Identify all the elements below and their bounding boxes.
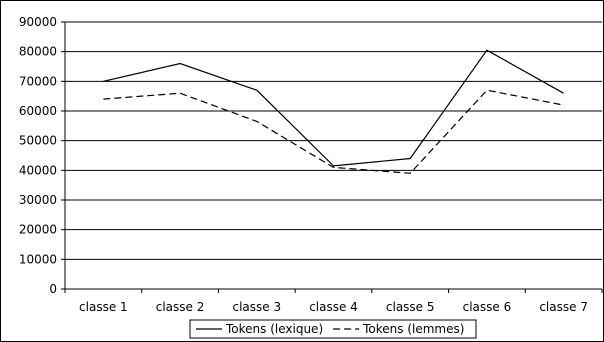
y-tick-label: 10000 xyxy=(19,252,57,266)
y-tick-label: 20000 xyxy=(19,223,57,237)
legend-label-2: Tokens (lemmes) xyxy=(362,322,464,336)
y-tick-label: 60000 xyxy=(19,104,57,118)
axes: 0 10000 20000 30000 40000 50000 60000 70000 8000… xyxy=(19,15,603,314)
x-tick-label: classe 4 xyxy=(309,300,358,314)
series-line-1 xyxy=(103,49,564,167)
x-tick-label: classe 7 xyxy=(539,300,588,314)
series-lines xyxy=(103,49,564,174)
series-line-2 xyxy=(103,89,564,174)
y-tick-label: 30000 xyxy=(19,193,57,207)
y-tick-label: 70000 xyxy=(19,74,57,88)
legend: Tokens (lexique) Tokens (lemmes) xyxy=(189,319,477,339)
x-tick-label: classe 2 xyxy=(156,300,205,314)
legend-box xyxy=(189,319,477,339)
y-tick-label: 80000 xyxy=(19,45,57,59)
y-tick-label: 90000 xyxy=(19,15,57,29)
gridlines xyxy=(65,21,602,260)
x-tick-label: classe 3 xyxy=(232,300,281,314)
x-tick-label: classe 1 xyxy=(79,300,128,314)
y-tick-label: 0 xyxy=(49,282,57,296)
x-tick-label: classe 6 xyxy=(463,300,512,314)
y-tick-label: 40000 xyxy=(19,163,57,177)
legend-label-1: Tokens (lexique) xyxy=(225,322,323,336)
y-tick-label: 50000 xyxy=(19,134,57,148)
x-tick-label: classe 5 xyxy=(386,300,435,314)
